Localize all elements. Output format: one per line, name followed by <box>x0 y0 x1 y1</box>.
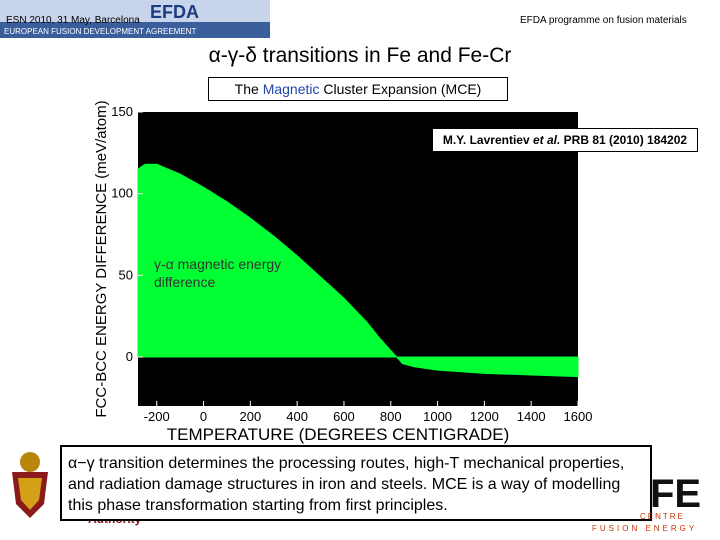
curve-annotation: γ-α magnetic energy difference <box>154 256 282 290</box>
y-tick-label: 150 <box>111 104 133 119</box>
header-conference: ESN 2010, 31 May, Barcelona <box>6 15 140 26</box>
fe-logo-sub-fusion: FUSION ENERGY <box>592 524 698 533</box>
y-tick-label: 0 <box>126 349 133 364</box>
x-tick-label: 1600 <box>564 409 593 424</box>
crest-logo-icon <box>12 452 48 518</box>
fe-logo-text: FE <box>650 472 702 516</box>
series-area <box>137 163 579 378</box>
reference-author: M.Y. Lavrentiev <box>442 133 533 147</box>
y-tick-label: 100 <box>111 186 133 201</box>
mce-highlight: Magnetic <box>262 81 320 97</box>
mce-label-box: The Magnetic Cluster Expansion (MCE) <box>208 77 508 101</box>
mce-suffix: Cluster Expansion (MCE) <box>319 81 482 97</box>
x-axis-label: TEMPERATURE (DEGREES CENTIGRADE) <box>167 425 510 444</box>
y-axis-label: FCC-BCC ENERGY DIFFERENCE (meV/atom) <box>93 100 110 417</box>
x-tick-label: 1400 <box>517 409 546 424</box>
x-tick-label: 1200 <box>470 409 499 424</box>
x-tick-label: 0 <box>200 409 207 424</box>
reference-journal: PRB 81 (2010) 184202 <box>560 133 688 147</box>
reference-etal: et al. <box>532 133 561 147</box>
x-tick-label: -200 <box>144 409 170 424</box>
fe-logo-sub-centre: CENTRE <box>640 512 685 521</box>
x-tick-label: 200 <box>239 409 261 424</box>
reference-box: M.Y. Lavrentiev et al. PRB 81 (2010) 184… <box>432 128 698 152</box>
x-tick-label: 400 <box>286 409 308 424</box>
efda-banner: EFDA EUROPEAN FUSION DEVELOPMENT AGREEME… <box>0 0 270 38</box>
x-tick-label: 1000 <box>423 409 452 424</box>
efda-logo-subtitle: EUROPEAN FUSION DEVELOPMENT AGREEMENT <box>4 27 196 36</box>
x-tick-label: 600 <box>333 409 355 424</box>
summary-box: α−γ transition determines the processing… <box>60 445 652 521</box>
y-tick-label: 50 <box>119 267 133 282</box>
efda-logo-text: EFDA <box>150 2 199 22</box>
x-tick-label: 800 <box>380 409 402 424</box>
mce-prefix: The <box>234 81 263 97</box>
header-programme: EFDA programme on fusion materials <box>520 15 687 26</box>
slide-title: α-γ-δ transitions in Fe and Fe-Cr <box>208 44 512 67</box>
